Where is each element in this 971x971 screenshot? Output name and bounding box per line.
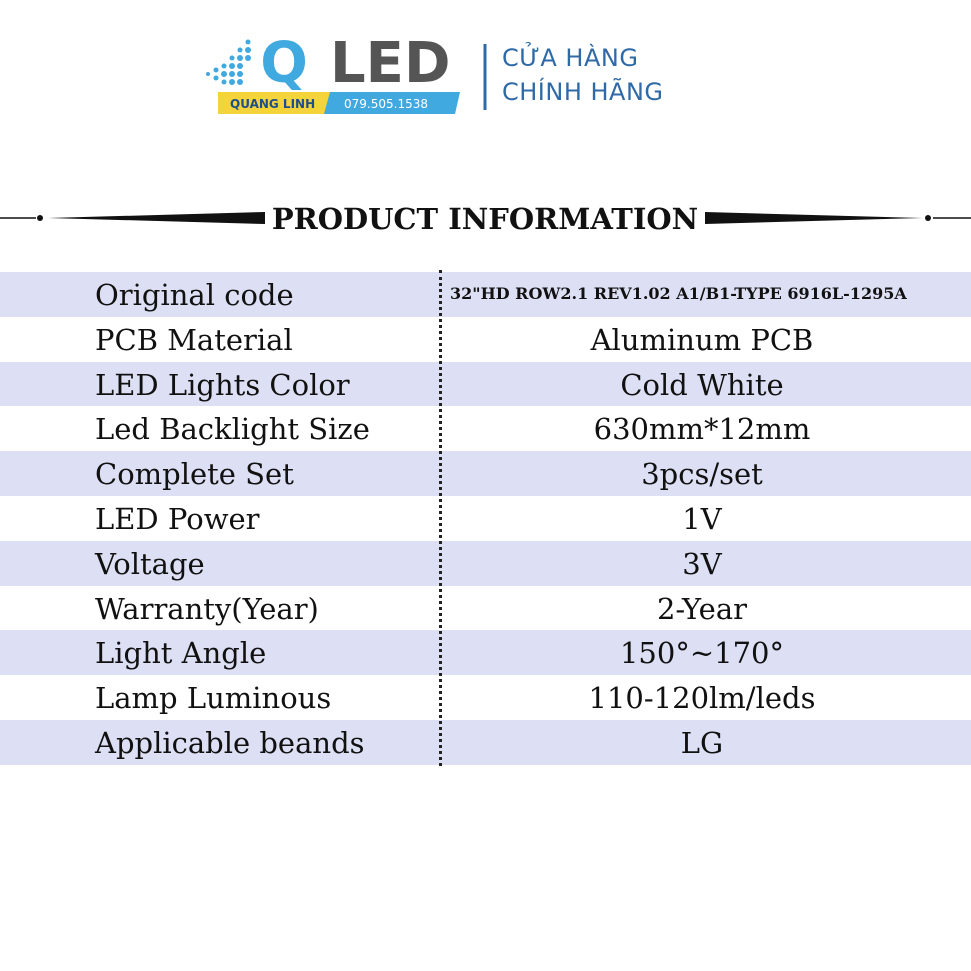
- spec-value: 2-Year: [656, 591, 747, 626]
- phone: 079.505.1538: [344, 97, 428, 111]
- spec-value: Cold White: [620, 367, 784, 402]
- spec-value: 110-120lm/leds: [588, 681, 816, 716]
- spec-label: LED Lights Color: [95, 367, 350, 402]
- spec-value: LG: [680, 725, 724, 760]
- logo-word: LED: [330, 38, 450, 96]
- spec-value: 3V: [682, 546, 722, 581]
- phone-band: [324, 92, 460, 114]
- table-row: Applicable beands LG: [0, 719, 971, 765]
- table-row: Complete Set 3pcs/set: [0, 451, 971, 496]
- column-divider: [439, 270, 442, 766]
- table-row: Led Backlight Size 630mm*12mm: [0, 406, 971, 451]
- spec-label: Lamp Luminous: [95, 681, 332, 716]
- tagline: CỬA HÀNG: [502, 44, 639, 72]
- table-row: Lamp Luminous 110-120lm/leds: [0, 675, 971, 720]
- logo-letter: Q: [260, 38, 308, 96]
- spec-label: PCB Material: [95, 322, 293, 357]
- spec-label: Led Backlight Size: [95, 412, 370, 447]
- spec-label: LED Power: [95, 501, 260, 536]
- spec-value: Aluminum PCB: [590, 322, 814, 357]
- tagline: CHÍNH HÃNG: [502, 78, 664, 106]
- spec-label: Warranty(Year): [95, 591, 319, 626]
- brand-name: QUANG LINH: [230, 97, 315, 111]
- table-row: Original code 32"HD ROW2.1 REV1.02 A1/B1-…: [0, 272, 971, 317]
- table-row: Warranty(Year) 2-Year: [0, 586, 971, 631]
- table-row: Light Angle 150°~170°: [0, 630, 971, 676]
- spec-label: Applicable beands: [95, 725, 365, 760]
- spec-value: 1V: [682, 501, 722, 536]
- table-row: LED Power 1V: [0, 496, 971, 541]
- heading: PRODUCT INFORMATION: [272, 202, 698, 236]
- table-row: Voltage 3V: [0, 540, 971, 586]
- brand-band: [218, 92, 342, 114]
- spec-value: 3pcs/set: [641, 457, 763, 492]
- logo: Q LED QUANG LINH 079.505.1538: [206, 38, 487, 114]
- logo-dots: [206, 39, 251, 85]
- spec-table: Original code 32"HD ROW2.1 REV1.02 A1/B1-…: [0, 272, 971, 765]
- spec-value: 32"HD ROW2.1 REV1.02 A1/B1-TYPE 6916L-12…: [450, 284, 907, 303]
- spec-value: 630mm*12mm: [593, 412, 811, 447]
- heading-bar: PRODUCT INFORMATION: [0, 202, 971, 236]
- spec-label: Voltage: [95, 546, 205, 581]
- spec-label: Original code: [95, 278, 294, 312]
- spec-value: 150°~170°: [619, 636, 784, 671]
- spec-label: Light Angle: [95, 636, 267, 671]
- table-row: PCB Material Aluminum PCB: [0, 317, 971, 362]
- spec-label: Complete Set: [95, 457, 294, 492]
- table-row: LED Lights Color Cold White: [0, 361, 971, 407]
